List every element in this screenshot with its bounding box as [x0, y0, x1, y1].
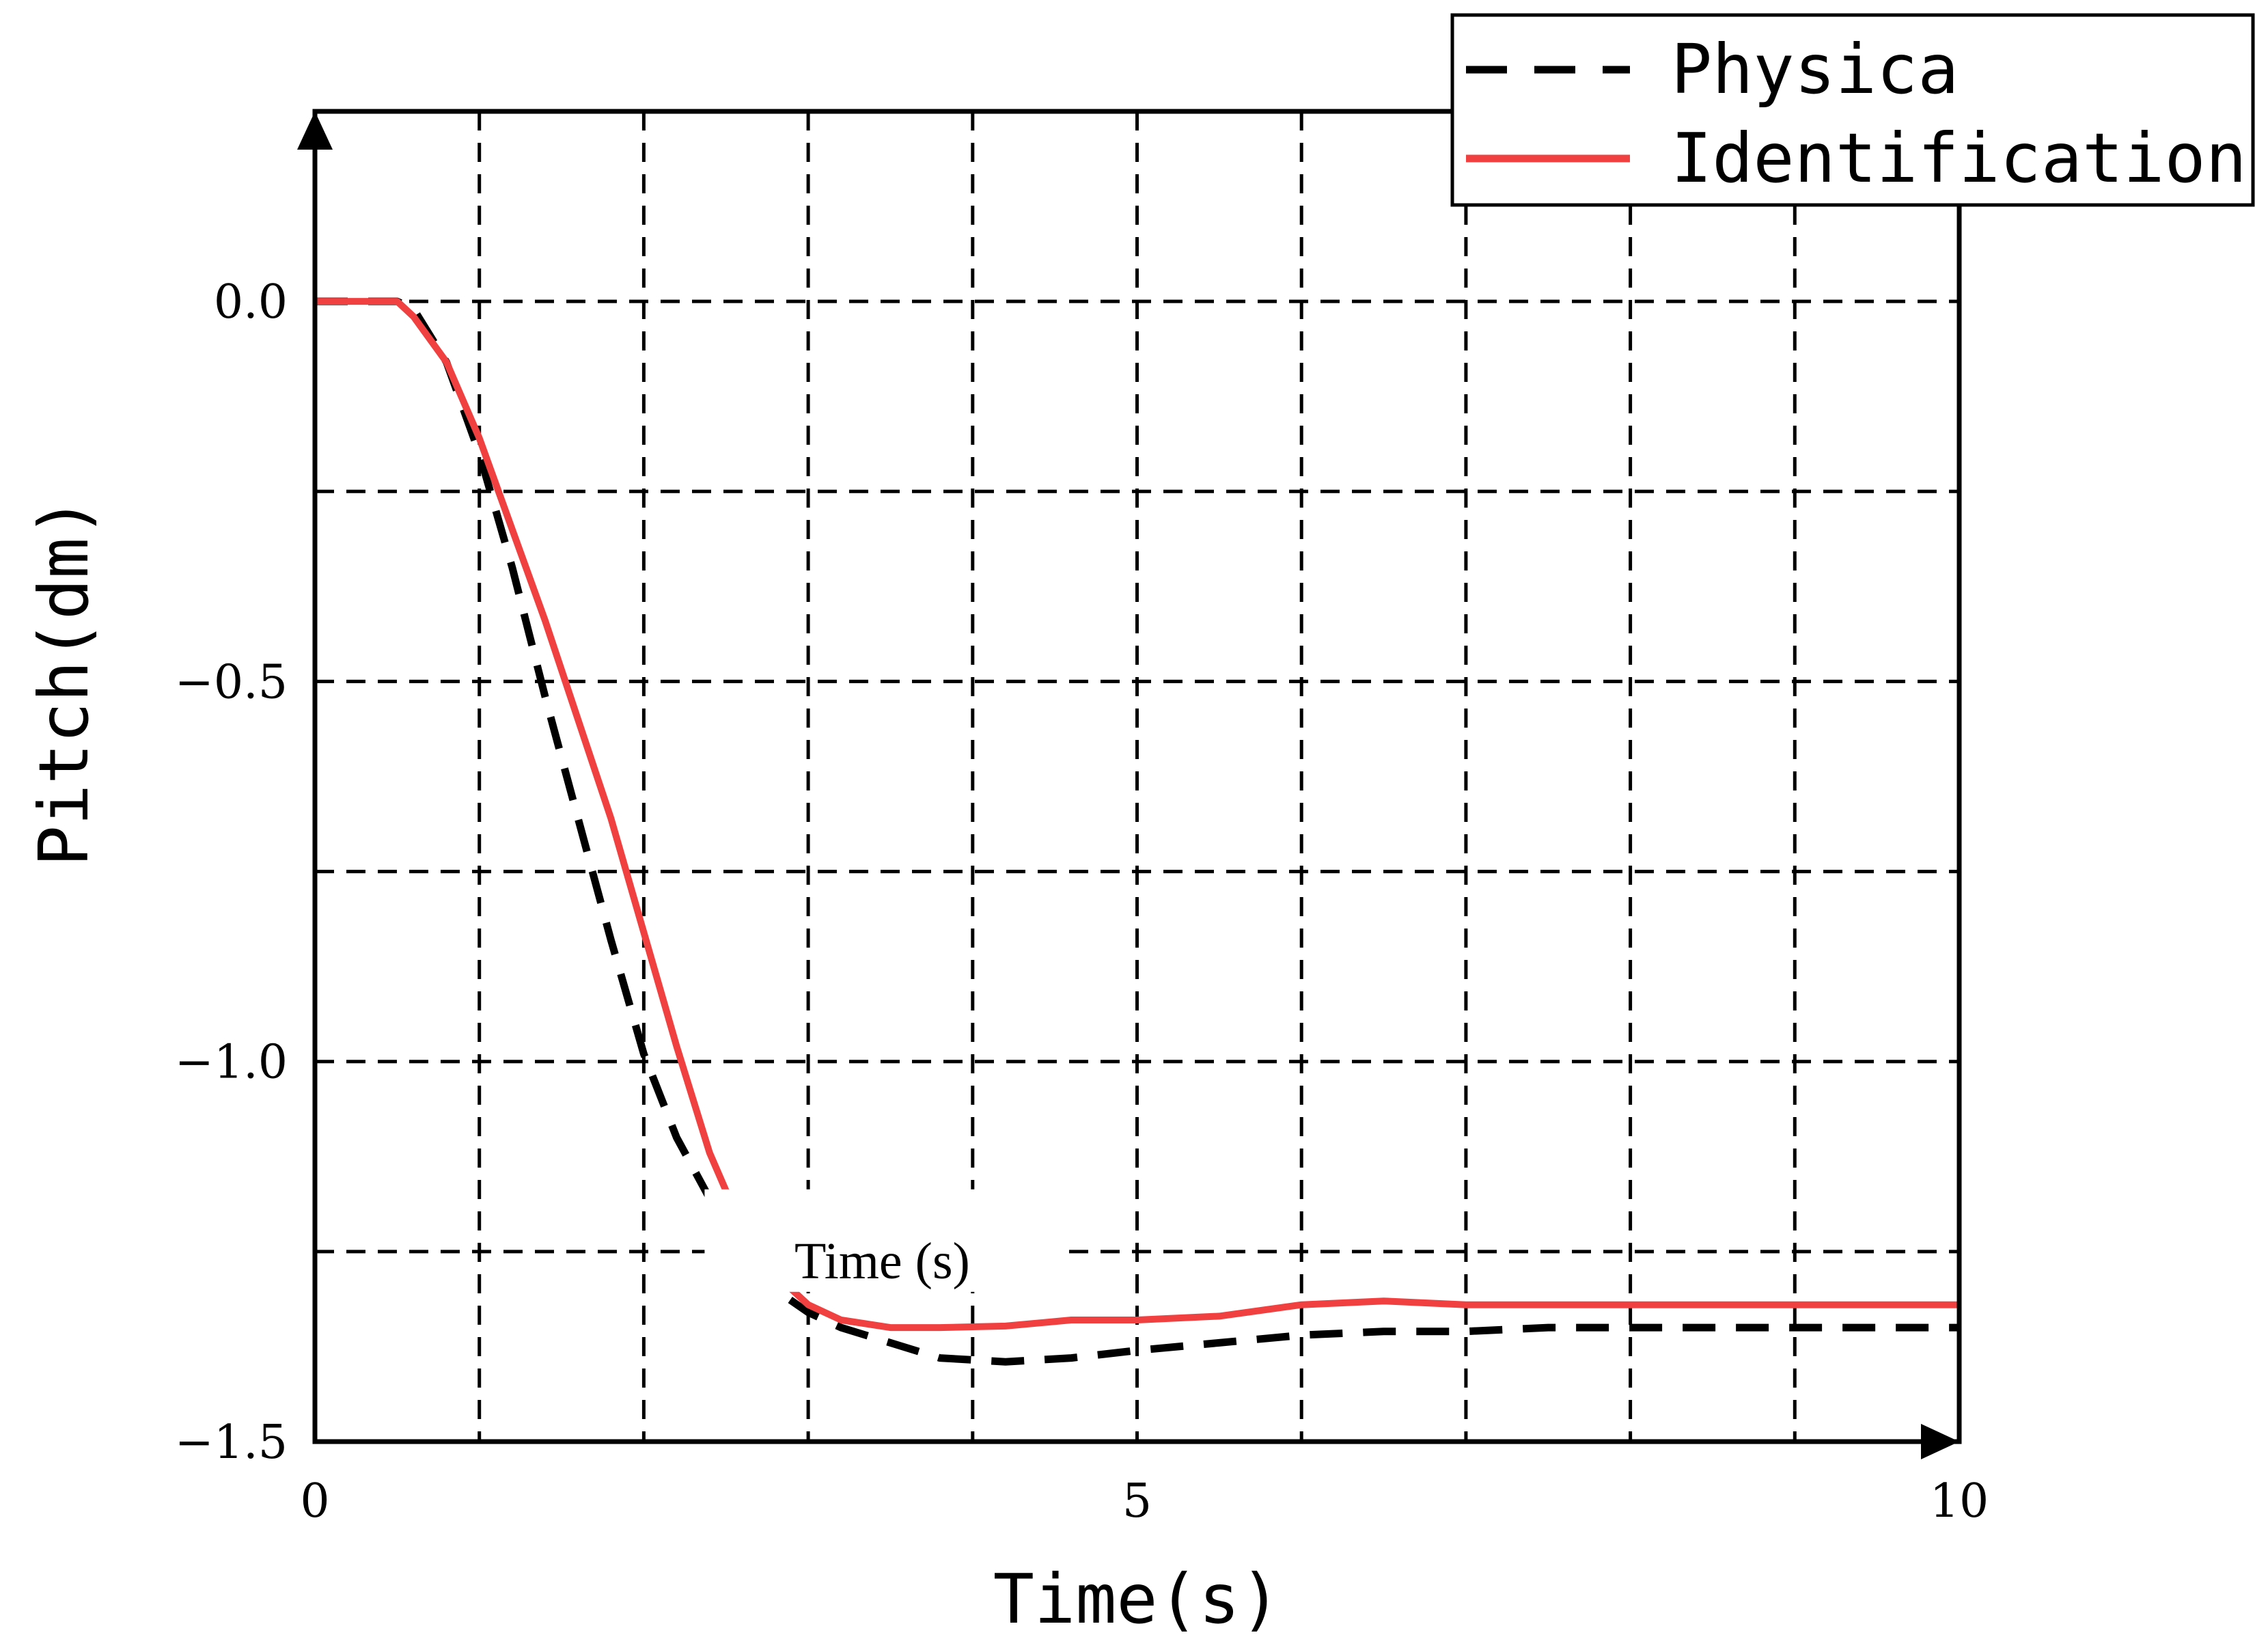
annotation-label: Time (s) — [794, 1233, 970, 1290]
y-axis-title: Pitch(dm) — [24, 496, 104, 866]
y-tick-label: −0.5 — [175, 655, 288, 709]
series-layer — [315, 297, 1959, 1366]
x-tick-label: 0 — [300, 1474, 329, 1528]
x-axis-title: Time(s) — [993, 1559, 1281, 1637]
legend-label-identification: Identification — [1671, 118, 2247, 198]
y-tick-label: −1.5 — [175, 1416, 288, 1470]
x-tick-label: 5 — [1122, 1474, 1152, 1528]
tick-labels: 0 5 10 0.0 −0.5 −1.0 −1.5 — [175, 275, 1989, 1528]
annotation-background — [704, 1189, 1060, 1292]
x-tick-label: 10 — [1930, 1474, 1989, 1528]
series-line-physica — [315, 297, 1959, 1366]
plot-frame — [312, 109, 1962, 1444]
legend-box — [1450, 13, 2255, 207]
legend: Physica Identification — [1450, 13, 2255, 207]
axes — [297, 109, 1962, 1459]
y-axis-arrow-icon — [297, 111, 333, 150]
y-tick-label: −1.0 — [175, 1036, 288, 1090]
y-tick-label: 0.0 — [214, 275, 288, 329]
grid — [315, 111, 1959, 1442]
x-axis-arrow-icon — [1921, 1424, 1959, 1459]
series-line-identification — [315, 298, 1959, 1332]
legend-label-physica: Physica — [1671, 29, 1959, 109]
